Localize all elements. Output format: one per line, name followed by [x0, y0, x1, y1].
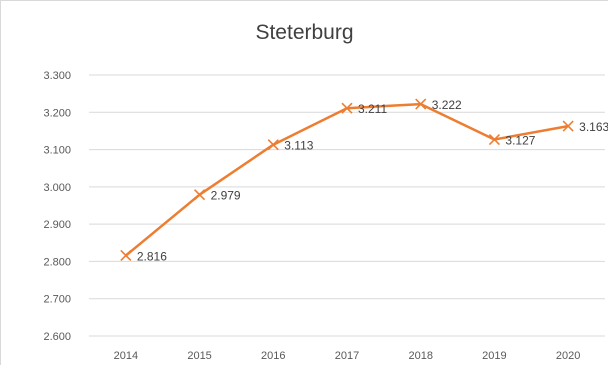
series-area — [124, 102, 570, 257]
y-tick-label: 2.800 — [43, 256, 71, 268]
data-label: 3.163 — [579, 120, 608, 134]
data-point-marker — [488, 133, 500, 146]
marker-stroke — [194, 189, 206, 201]
data-point-marker — [267, 139, 279, 151]
series-line — [124, 102, 570, 257]
data-point-marker — [341, 102, 353, 114]
y-tick-label: 2.600 — [43, 331, 71, 343]
y-tick-label: 2.900 — [43, 219, 71, 231]
y-tick-label: 3.000 — [43, 182, 71, 194]
y-axis-ticks: 2.600 2.700 2.800 2.900 3.000 3.100 3.200 3.300 — [43, 70, 71, 343]
data-point-marker — [194, 189, 206, 201]
x-tick-label: 2017 — [335, 350, 359, 362]
data-point-marker — [415, 98, 427, 110]
chart-title: Steterburg — [255, 21, 354, 44]
y-tick-label: 3.100 — [43, 145, 71, 157]
data-point-marker — [120, 249, 132, 262]
x-axis-ticks: 2014 2015 2016 2017 2018 2019 2020 — [114, 350, 581, 362]
data-label: 2.816 — [137, 249, 167, 263]
marker-stroke — [120, 249, 132, 262]
marker-stroke — [267, 139, 279, 151]
gridlines — [89, 74, 605, 337]
x-tick-label: 2020 — [556, 350, 580, 362]
data-label: 3.127 — [505, 134, 535, 148]
x-tick-label: 2018 — [408, 350, 432, 362]
markers — [120, 98, 574, 262]
data-label: 3.211 — [358, 102, 387, 116]
marker-stroke — [415, 98, 427, 110]
x-tick-label: 2015 — [187, 350, 211, 362]
x-tick-label: 2019 — [482, 350, 506, 362]
marker-stroke — [562, 120, 574, 132]
y-tick-label: 3.300 — [43, 70, 71, 82]
x-tick-label: 2014 — [114, 350, 138, 362]
data-label: 2.979 — [211, 189, 241, 203]
data-label: 3.113 — [284, 139, 313, 153]
marker-stroke — [488, 133, 500, 146]
y-tick-label: 3.200 — [43, 107, 71, 119]
y-tick-label: 2.700 — [43, 294, 71, 306]
marker-stroke — [341, 102, 353, 114]
data-point-marker — [562, 120, 574, 132]
data-labels: 2.816 2.979 3.113 3.211 3.222 3.127 3.163 — [137, 98, 608, 263]
x-tick-label: 2016 — [261, 350, 285, 362]
data-label: 3.222 — [432, 98, 462, 112]
